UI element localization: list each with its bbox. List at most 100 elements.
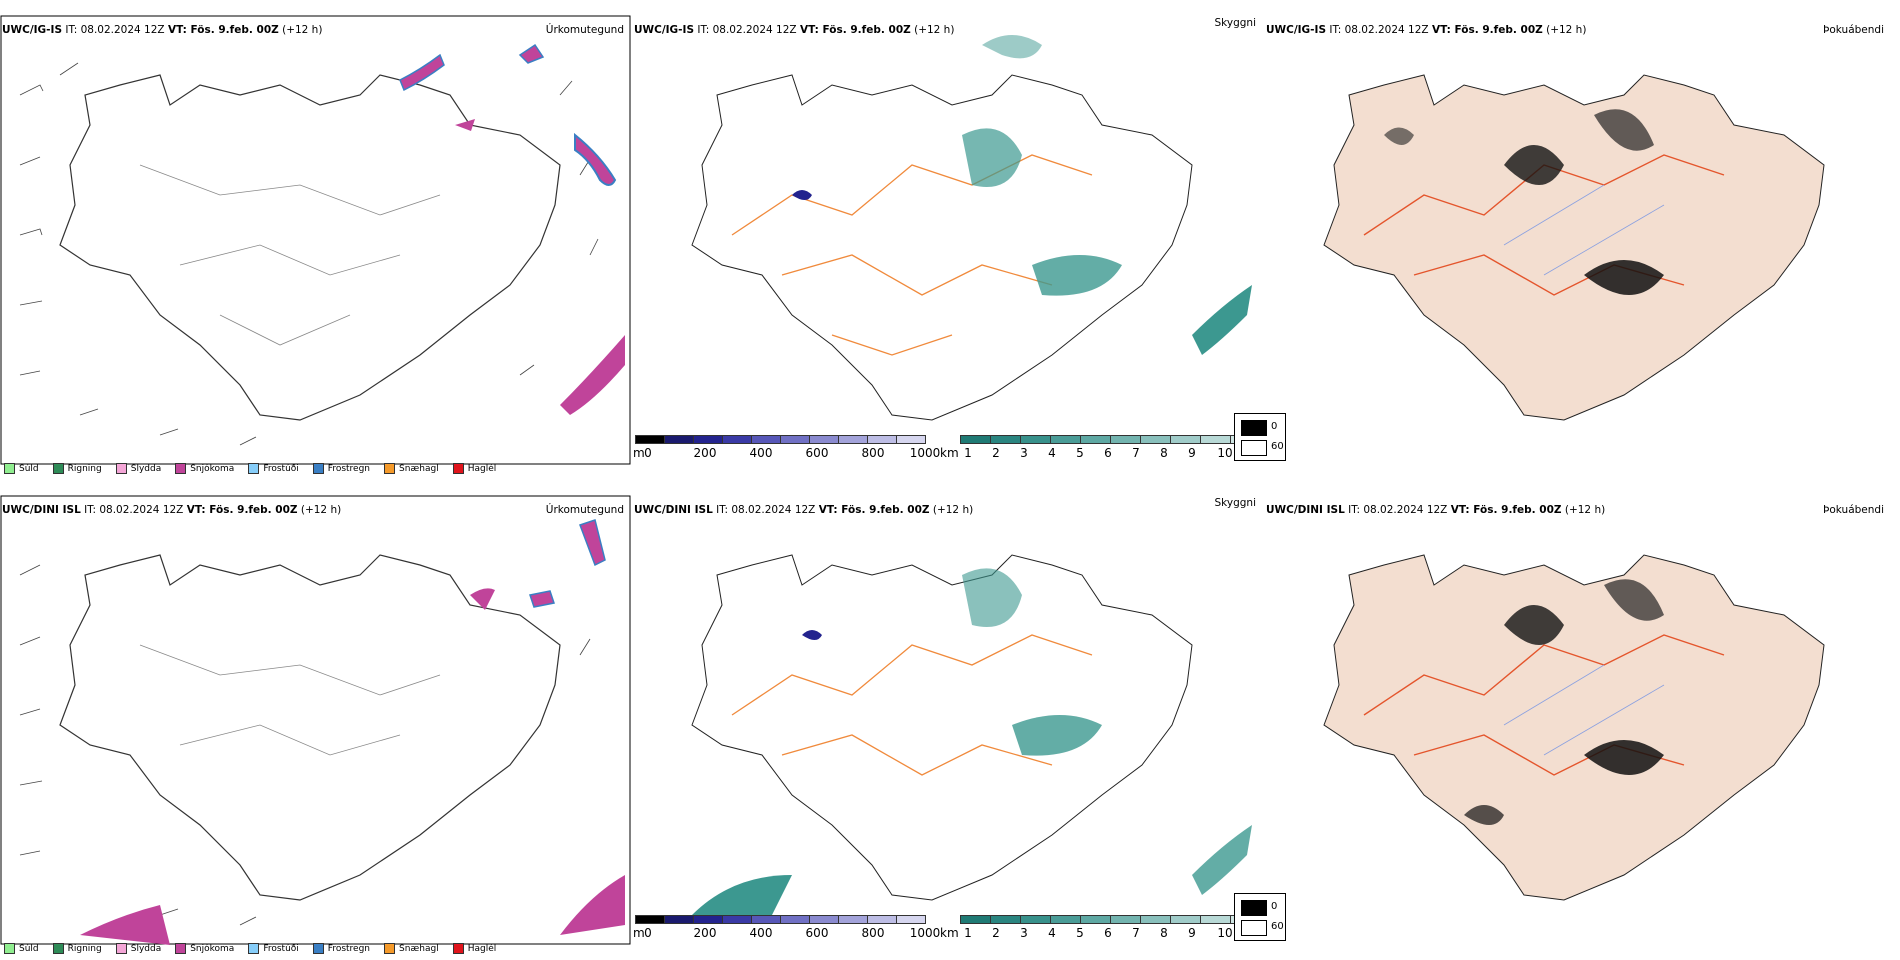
visibility-colorbar bbox=[960, 915, 1261, 924]
ceiling-colorbar bbox=[635, 435, 926, 444]
panel-header: UWC/IG-IS IT: 08.02.2024 12Z VT: Fös. 9.… bbox=[2, 24, 322, 36]
colorbar-cell bbox=[838, 435, 867, 444]
legend-label: Frostúði bbox=[263, 943, 299, 954]
colorbar-cell bbox=[896, 915, 926, 924]
fog-legend-swatch-high bbox=[1241, 440, 1267, 456]
tick-label: 1 bbox=[964, 926, 972, 940]
legend-label: Frostregn bbox=[327, 943, 371, 954]
legend-swatch bbox=[175, 943, 187, 954]
tick-label: 7 bbox=[1132, 446, 1140, 460]
legend-label: Súld bbox=[19, 943, 39, 954]
legend-label: Haglél bbox=[467, 943, 497, 954]
fog-map bbox=[1323, 554, 1825, 901]
legend-swatch bbox=[115, 463, 127, 474]
model-name: UWC/IG-IS bbox=[634, 24, 695, 36]
tick-label: 5 bbox=[1076, 926, 1084, 940]
legend-item: Rigning bbox=[52, 463, 102, 474]
fog-legend-high: 60 bbox=[1271, 441, 1284, 452]
model-name: UWC/DINI ISL bbox=[634, 504, 713, 516]
colorbar-cell bbox=[809, 915, 838, 924]
tick-label: 200 bbox=[693, 926, 717, 940]
valid-time: VT: Fös. 9.feb. 00Z bbox=[818, 504, 930, 516]
legend-item: Slydda bbox=[115, 463, 162, 474]
precip-type-legend: Súld Rigning Slydda Snjókoma Frostúði Fr… bbox=[4, 943, 496, 954]
init-time: IT: 08.02.2024 12Z bbox=[84, 504, 184, 516]
tick-label: 10 bbox=[1217, 446, 1233, 460]
tick-label: 0 bbox=[644, 446, 652, 460]
legend-label: Snjókoma bbox=[190, 463, 235, 474]
panel-title: Þokuábendi bbox=[1823, 24, 1884, 36]
legend-swatch bbox=[4, 943, 15, 954]
colorbar-cell bbox=[1140, 435, 1170, 444]
tick-label: 200 bbox=[693, 446, 717, 460]
legend-item: Snjókoma bbox=[175, 463, 234, 474]
cloud-map bbox=[691, 35, 1252, 421]
tick-label: 3 bbox=[1020, 446, 1028, 460]
colorbar-cell bbox=[1170, 915, 1200, 924]
legend-item: Rigning bbox=[52, 943, 102, 954]
init-time: IT: 08.02.2024 12Z bbox=[697, 24, 797, 36]
visibility-colorbar bbox=[960, 435, 1261, 444]
unit-label: m bbox=[633, 446, 645, 460]
colorbar-cell bbox=[1080, 435, 1110, 444]
colorbar-cell bbox=[722, 915, 751, 924]
tick-label: 2 bbox=[992, 926, 1000, 940]
colorbar-cell bbox=[664, 915, 693, 924]
precip-type-map bbox=[0, 15, 631, 465]
precip-type-legend: Súld Rigning Slydda Snjókoma Frostúði Fr… bbox=[4, 463, 496, 474]
tick-label: 400 bbox=[749, 926, 773, 940]
colorbar-cell bbox=[780, 435, 809, 444]
colorbar-cell bbox=[693, 435, 722, 444]
model-name: UWC/DINI ISL bbox=[1266, 504, 1345, 516]
tick-label: 0 bbox=[644, 926, 652, 940]
colorbar-cell bbox=[722, 435, 751, 444]
legend-item: Frostúði bbox=[248, 463, 299, 474]
colorbar-cell bbox=[1110, 915, 1140, 924]
valid-time: VT: Fös. 9.feb. 00Z bbox=[186, 504, 298, 516]
colorbar-cell bbox=[1110, 435, 1140, 444]
colorbar-cell bbox=[664, 435, 693, 444]
legend-swatch bbox=[384, 943, 396, 954]
lead-time: (+12 h) bbox=[1564, 504, 1606, 516]
tick-label: 9 bbox=[1188, 926, 1196, 940]
cloud-map bbox=[691, 554, 1252, 915]
legend-item: Snæhagl bbox=[384, 463, 439, 474]
lead-time: (+12 h) bbox=[300, 504, 342, 516]
legend-label: Slydda bbox=[130, 463, 162, 474]
unit-label: km bbox=[940, 926, 959, 940]
fog-legend-swatch-low bbox=[1241, 420, 1267, 436]
init-time: IT: 08.02.2024 12Z bbox=[716, 504, 816, 516]
lead-time: (+12 h) bbox=[932, 504, 974, 516]
legend-label: Rigning bbox=[67, 943, 102, 954]
cloud-panel-bottom: Skyggni m 0 200 400 600 800 1000 km 1 2 bbox=[632, 495, 1262, 960]
legend-label: Snæhagl bbox=[399, 943, 439, 954]
legend-swatch bbox=[248, 463, 260, 474]
legend-item: Frostregn bbox=[312, 943, 371, 954]
fog-legend-low: 0 bbox=[1271, 421, 1278, 432]
tick-label: 4 bbox=[1048, 926, 1056, 940]
precip-type-panel-top: UWC/IG-IS IT: 08.02.2024 12Z VT: Fös. 9.… bbox=[0, 15, 631, 480]
tick-label: 600 bbox=[805, 926, 829, 940]
legend-item: Súld bbox=[4, 463, 39, 474]
unit-label: km bbox=[940, 446, 959, 460]
colorbar-cell bbox=[1020, 915, 1050, 924]
legend-swatch bbox=[312, 943, 324, 954]
legend-swatch bbox=[312, 463, 324, 474]
tick-label: 4 bbox=[1048, 446, 1056, 460]
panel-title: Skyggni bbox=[1214, 497, 1257, 509]
legend-swatch bbox=[452, 463, 464, 474]
tick-label: 800 bbox=[861, 926, 885, 940]
tick-label: 6 bbox=[1104, 446, 1112, 460]
tick-label: 7 bbox=[1132, 926, 1140, 940]
fog-legend: 0 60 bbox=[1234, 413, 1286, 461]
legend-swatch bbox=[452, 943, 464, 954]
panel-header: UWC/DINI ISL IT: 08.02.2024 12Z VT: Fös.… bbox=[2, 504, 341, 516]
colorbar-cell bbox=[809, 435, 838, 444]
init-time: IT: 08.02.2024 12Z bbox=[1329, 24, 1429, 36]
valid-time: VT: Fös. 9.feb. 00Z bbox=[1431, 24, 1543, 36]
tick-label: 9 bbox=[1188, 446, 1196, 460]
colorbar-cell bbox=[635, 915, 664, 924]
tick-label: 400 bbox=[749, 446, 773, 460]
tick-label: 800 bbox=[861, 446, 885, 460]
fog-map bbox=[1323, 74, 1825, 421]
